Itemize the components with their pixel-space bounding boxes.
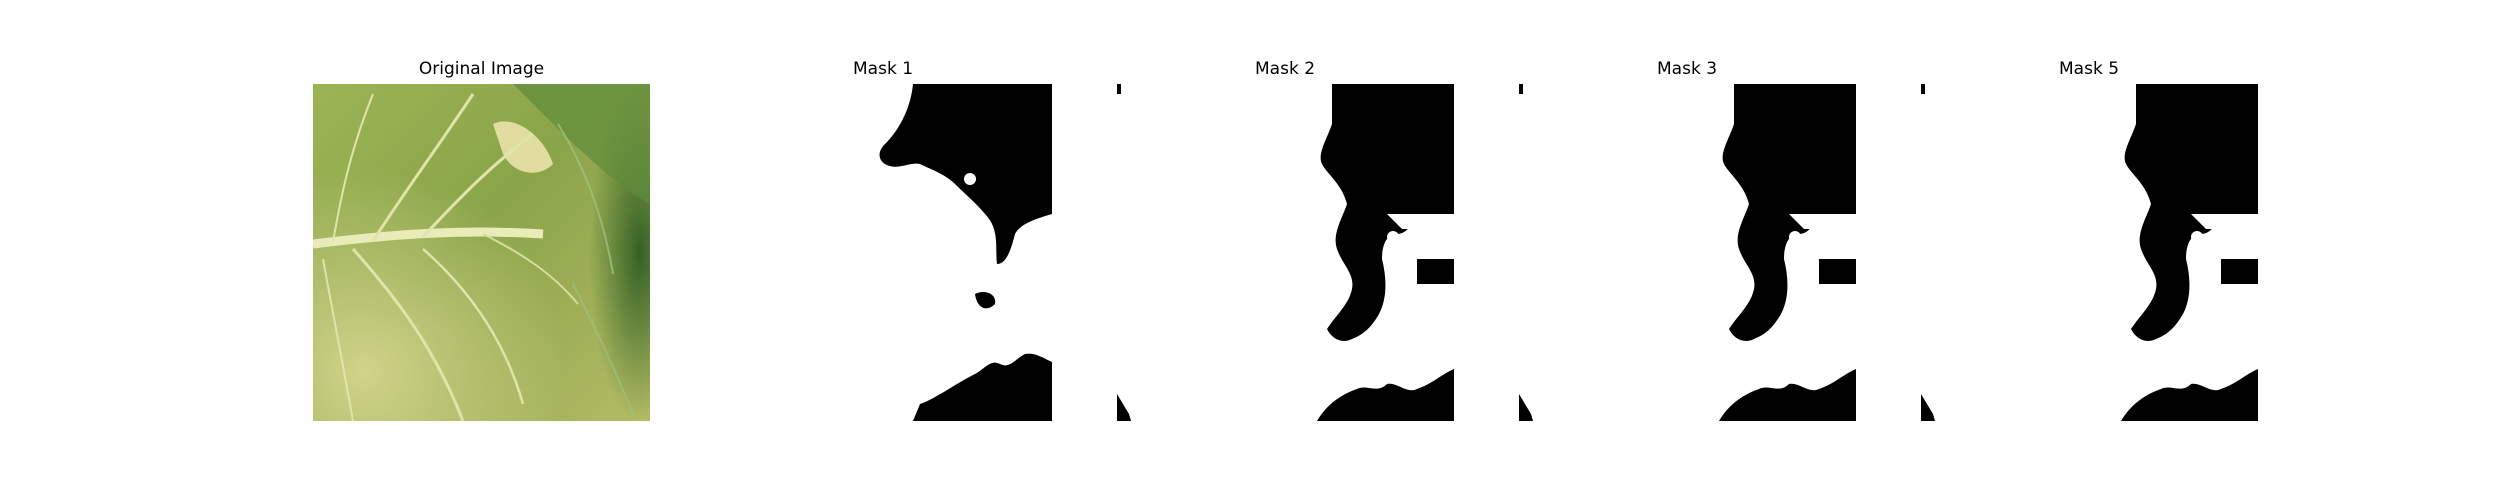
mask-2-image (1117, 84, 1454, 421)
panel-title: Mask 1 (853, 59, 914, 79)
mask-3-drawing (1519, 84, 1856, 421)
mask-5-image (1921, 84, 2258, 421)
panel-title: Mask 5 (2059, 59, 2120, 79)
mask-1-image (715, 84, 1052, 421)
panel-title: Mask 3 (1657, 59, 1718, 79)
mask-5-drawing (1921, 84, 2258, 421)
panel-title: Mask 2 (1255, 59, 1316, 79)
leaf-photo (313, 84, 650, 421)
leaf-photo-drawing (313, 84, 650, 421)
mask-3-image (1519, 84, 1856, 421)
mask-1-drawing (715, 84, 1052, 421)
panel-title: Original Image (418, 59, 545, 79)
mask-2-drawing (1117, 84, 1454, 421)
